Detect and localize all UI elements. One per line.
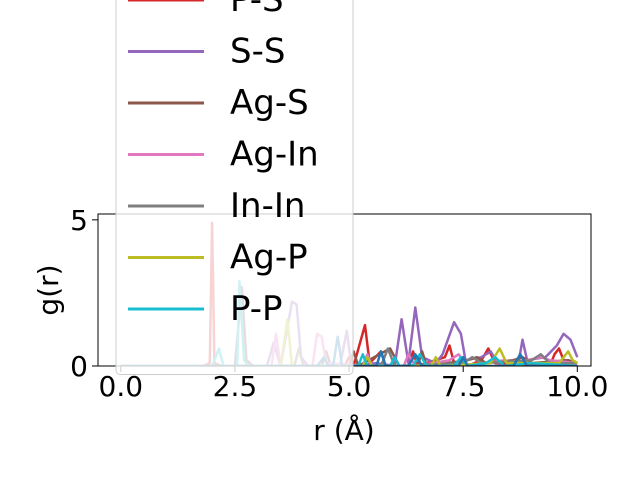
legend-label-s-s: S-S (230, 32, 285, 72)
series-line-p-p (120, 279, 578, 366)
legend-label-ag-s: Ag-S (230, 83, 309, 123)
legend-frame (115, 0, 354, 375)
x-tick-label: 5.0 (327, 370, 372, 403)
legend-label-ag-in: Ag-In (230, 135, 319, 175)
legend-label-p-s: P-S (230, 0, 284, 20)
x-tick-label: 0.0 (99, 370, 144, 403)
y-tick-label: 5 (70, 204, 88, 237)
x-axis-label: r (Å) (313, 413, 374, 447)
x-tick-label: 10.0 (546, 370, 608, 403)
legend-label-ag-p: Ag-P (230, 238, 308, 278)
x-tick-label: 2.5 (213, 370, 258, 403)
legend: P-S S-S Ag-S Ag-In In-In Ag-P P-P (115, 0, 354, 375)
legend-label-in-in: In-In (230, 186, 305, 226)
x-tick-label: 7.5 (441, 370, 486, 403)
y-tick-label: 0 (70, 350, 88, 383)
axis-ticks: 0.0 2.5 5.0 7.5 10.0 0 5 (70, 204, 608, 403)
y-axis-label: g(r) (32, 264, 65, 315)
legend-label-p-p: P-P (230, 289, 283, 329)
